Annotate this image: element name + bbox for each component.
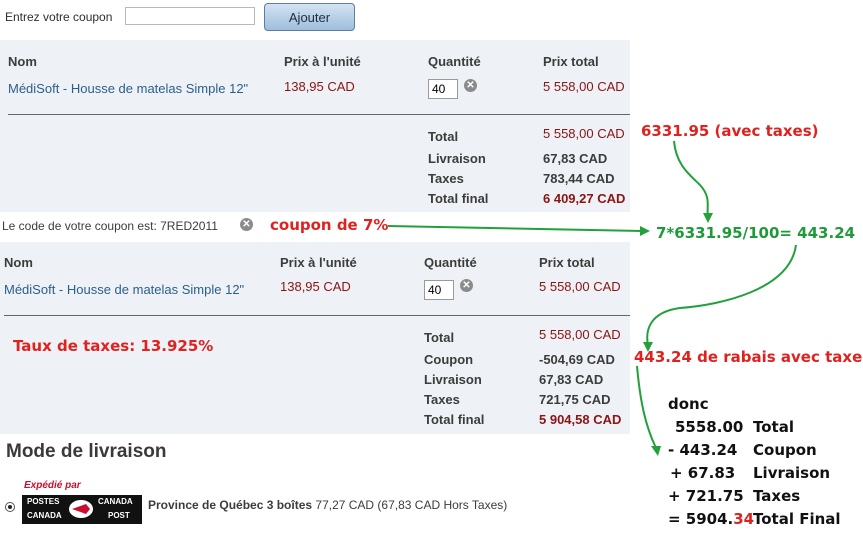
summary-label: Taxes [428,171,464,186]
calc-label: Total Final [753,510,841,528]
shipping-radio[interactable] [5,502,15,512]
calc-label: Livraison [753,464,831,482]
shipping-option-name: Province de Québec 3 boîtes [148,498,313,512]
summary-value: 5 904,58 CAD [539,412,622,427]
summary-label: Taxes [424,392,460,407]
summary-value: 5 558,00 CAD [539,327,621,342]
summary-value: 5 558,00 CAD [543,126,625,141]
remove-item-icon[interactable]: ✕ [460,279,473,292]
summary-value: -504,69 CAD [539,352,615,367]
logo-text: POSTES [27,497,60,506]
shipping-option-price: 77,27 CAD (67,83 CAD Hors Taxes) [312,498,508,512]
canada-post-eagle-icon [69,500,93,518]
line-total: 5 558,00 CAD [539,279,621,294]
annotation-calc: 7*6331.95/100= 443.24 [656,224,856,242]
summary-label: Livraison [428,151,486,166]
calc-num: - 443.24 [668,441,738,459]
summary-label: Coupon [424,352,474,367]
summary-value: 67,83 CAD [539,372,604,387]
quantity-input[interactable] [424,280,454,300]
logo-box: POSTES CANADA CANADA POST [22,495,142,524]
summary-value: 6 409,27 CAD [543,191,626,206]
calc-num: 5558.00 [675,418,744,436]
logo-text: POST [108,511,130,520]
annotation-coupon-pct: coupon de 7% [270,216,389,234]
calc-num-red: 34 [733,510,755,528]
logo-caption: Expédié par [24,480,81,491]
divider [4,315,630,316]
summary-value: 783,44 CAD [543,171,615,186]
unit-price: 138,95 CAD [284,79,355,94]
coupon-label: Entrez votre coupon [5,10,113,24]
summary-label: Total final [428,191,489,206]
coupon-input[interactable] [125,7,255,25]
line-total: 5 558,00 CAD [543,79,625,94]
logo-text: CANADA [98,497,133,506]
logo-text: CANADA [27,511,62,520]
col-header-quantity: Quantité [428,54,481,69]
col-header-total-price: Prix total [539,255,595,270]
annotation-rebate: 443.24 de rabais avec taxes [634,348,863,366]
cart-panel-1 [0,40,630,212]
summary-value: 67,83 CAD [543,151,608,166]
cart-panel-2 [0,242,630,434]
calc-num: = 5904.34 [668,510,754,528]
product-link[interactable]: MédiSoft - Housse de matelas Simple 12" [8,81,249,96]
summary-label: Total final [424,412,485,427]
col-header-unit-price: Prix à l'unité [280,255,357,270]
col-header-name: Nom [4,255,33,270]
calc-donc: donc [668,395,709,413]
col-header-total-price: Prix total [543,54,599,69]
calc-num: + 721.75 [668,487,744,505]
col-header-unit-price: Prix à l'unité [284,54,361,69]
shipping-title: Mode de livraison [6,441,167,462]
coupon-applied-text: Le code de votre coupon est: 7RED2011 [2,219,218,233]
calc-label: Taxes [753,487,801,505]
remove-item-icon[interactable]: ✕ [464,79,477,92]
calc-label: Total [753,418,794,436]
calc-label: Coupon [753,441,817,459]
annotation-with-taxes: 6331.95 (avec taxes) [641,122,819,140]
unit-price: 138,95 CAD [280,279,351,294]
shipping-option[interactable]: Province de Québec 3 boîtes 77,27 CAD (6… [148,498,507,512]
col-header-quantity: Quantité [424,255,477,270]
product-link[interactable]: MédiSoft - Housse de matelas Simple 12" [4,282,245,297]
summary-label: Total [428,129,459,144]
calc-num: + 67.83 [670,464,736,482]
annotation-tax-rate: Taux de taxes: 13.925% [13,337,214,355]
add-coupon-button[interactable]: Ajouter [264,3,355,31]
summary-label: Total [424,330,455,345]
summary-value: 721,75 CAD [539,392,611,407]
quantity-input[interactable] [428,79,458,99]
summary-label: Livraison [424,372,482,387]
col-header-name: Nom [8,54,37,69]
calc-num-prefix: = 5904. [668,510,734,528]
divider [8,114,630,115]
remove-coupon-icon[interactable]: ✕ [240,218,253,231]
canada-post-logo: Expédié par POSTES CANADA CANADA POST [20,478,144,526]
